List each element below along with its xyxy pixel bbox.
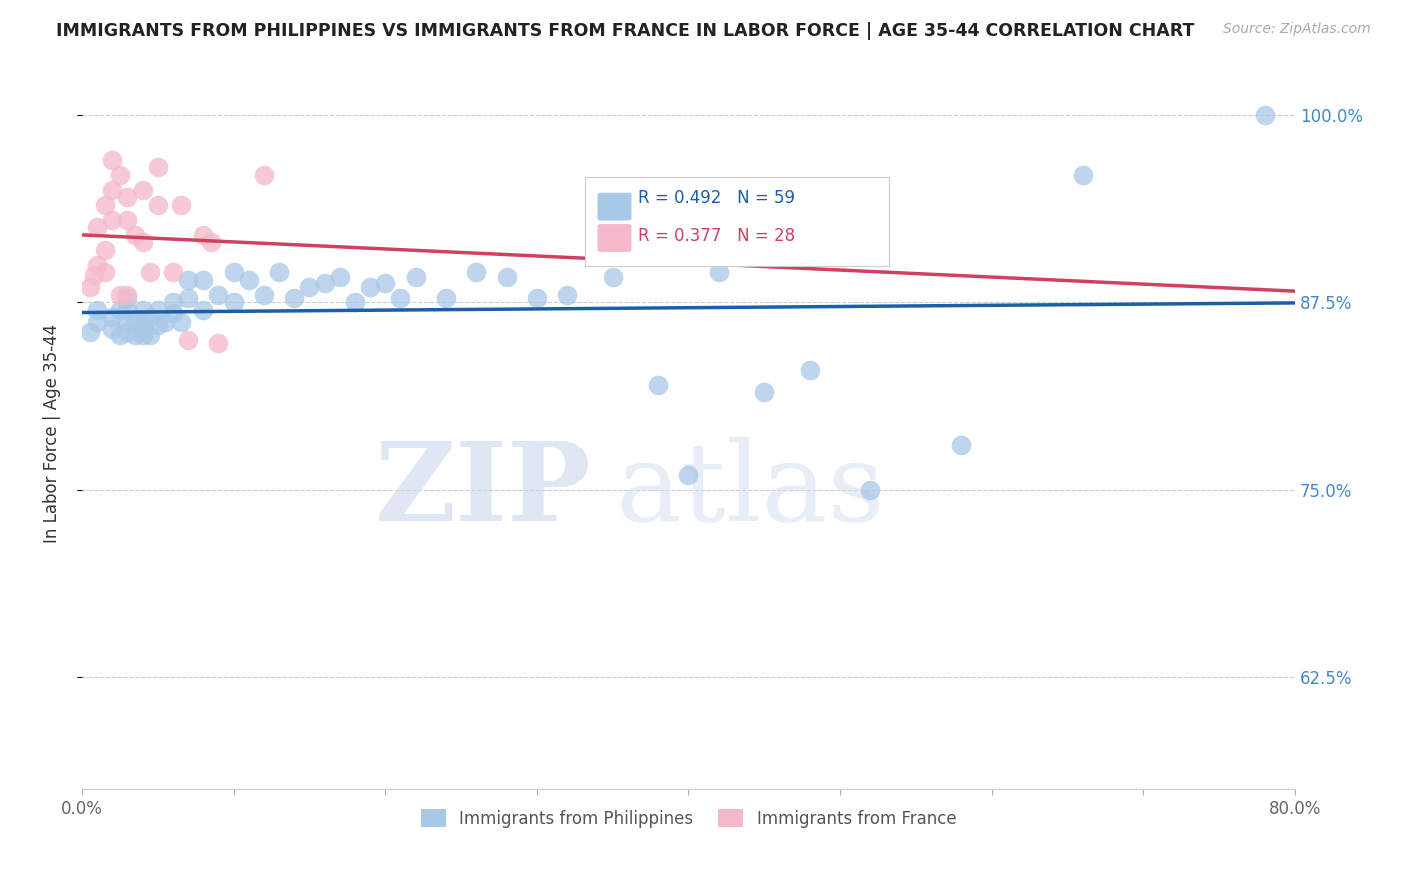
Point — [93, 198, 115, 212]
Point — [359, 280, 381, 294]
Point — [86, 302, 108, 317]
Point — [146, 302, 169, 317]
Point — [314, 276, 336, 290]
Point — [754, 385, 776, 400]
Point — [108, 302, 131, 317]
Point — [238, 273, 260, 287]
Point — [131, 315, 153, 329]
Point — [131, 183, 153, 197]
Point — [193, 227, 215, 242]
Text: ZIP: ZIP — [374, 437, 592, 544]
Point — [162, 265, 184, 279]
Point — [146, 161, 169, 175]
Point — [117, 190, 139, 204]
Point — [555, 287, 578, 301]
Point — [193, 273, 215, 287]
Text: atlas: atlas — [616, 437, 886, 544]
Point — [950, 437, 973, 451]
Point — [146, 198, 169, 212]
Point — [162, 295, 184, 310]
Point — [117, 291, 139, 305]
Point — [117, 315, 139, 329]
Point — [374, 276, 396, 290]
Point — [222, 295, 245, 310]
Point — [131, 302, 153, 317]
Point — [267, 265, 290, 279]
Point — [139, 328, 162, 343]
Point — [131, 322, 153, 336]
Point — [101, 153, 124, 167]
Point — [124, 227, 146, 242]
Point — [108, 328, 131, 343]
Point — [117, 302, 139, 317]
Point — [177, 273, 200, 287]
Point — [79, 325, 101, 339]
Point — [93, 243, 115, 257]
Point — [1071, 168, 1094, 182]
Point — [678, 467, 700, 482]
Point — [707, 265, 730, 279]
Point — [108, 168, 131, 182]
FancyBboxPatch shape — [585, 178, 889, 266]
Point — [139, 265, 162, 279]
Point — [155, 315, 177, 329]
Point — [131, 328, 153, 343]
Point — [124, 315, 146, 329]
Point — [647, 377, 669, 392]
Point — [117, 325, 139, 339]
Text: IMMIGRANTS FROM PHILIPPINES VS IMMIGRANTS FROM FRANCE IN LABOR FORCE | AGE 35-44: IMMIGRANTS FROM PHILIPPINES VS IMMIGRANT… — [56, 22, 1195, 40]
Point — [859, 483, 882, 497]
Point — [86, 220, 108, 235]
Point — [108, 287, 131, 301]
Point — [253, 287, 276, 301]
Point — [222, 265, 245, 279]
Point — [101, 322, 124, 336]
Point — [602, 269, 624, 284]
Point — [465, 265, 488, 279]
Text: Source: ZipAtlas.com: Source: ZipAtlas.com — [1223, 22, 1371, 37]
Point — [86, 258, 108, 272]
Point — [207, 287, 229, 301]
Point — [86, 315, 108, 329]
Point — [117, 287, 139, 301]
Point — [799, 362, 821, 376]
Point — [101, 212, 124, 227]
Point — [389, 291, 412, 305]
Point — [253, 168, 276, 182]
Text: R = 0.492   N = 59: R = 0.492 N = 59 — [637, 189, 794, 208]
Point — [169, 198, 191, 212]
Point — [177, 291, 200, 305]
FancyBboxPatch shape — [598, 224, 631, 252]
Point — [177, 333, 200, 347]
Point — [329, 269, 352, 284]
Point — [207, 335, 229, 350]
Legend: Immigrants from Philippines, Immigrants from France: Immigrants from Philippines, Immigrants … — [415, 803, 963, 834]
Point — [434, 291, 457, 305]
FancyBboxPatch shape — [598, 193, 631, 220]
Point — [117, 212, 139, 227]
Text: R = 0.377   N = 28: R = 0.377 N = 28 — [637, 227, 794, 245]
Point — [283, 291, 305, 305]
Point — [101, 310, 124, 325]
Point — [298, 280, 321, 294]
Point — [124, 328, 146, 343]
Point — [405, 269, 427, 284]
Point — [93, 265, 115, 279]
Point — [193, 302, 215, 317]
Point — [169, 315, 191, 329]
Point — [200, 235, 222, 250]
Point — [1253, 108, 1275, 122]
Y-axis label: In Labor Force | Age 35-44: In Labor Force | Age 35-44 — [44, 324, 60, 543]
Point — [101, 183, 124, 197]
Point — [343, 295, 366, 310]
Point — [526, 291, 548, 305]
Point — [131, 235, 153, 250]
Point — [139, 310, 162, 325]
Point — [83, 268, 105, 283]
Point — [162, 306, 184, 320]
Point — [495, 269, 517, 284]
Point — [79, 280, 101, 294]
Point — [146, 318, 169, 332]
